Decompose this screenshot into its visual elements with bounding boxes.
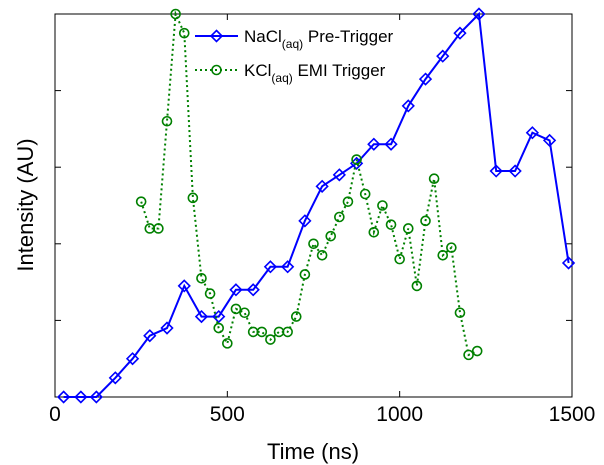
data-point — [377, 200, 388, 211]
ticks: 0 500 1000 1500 — [49, 13, 596, 426]
plot-frame — [54, 13, 573, 398]
data-point — [143, 329, 157, 343]
data-point — [177, 279, 191, 293]
data-point — [401, 99, 415, 113]
data-point — [384, 137, 398, 151]
data-point — [351, 154, 362, 165]
data-point — [281, 260, 295, 274]
data-point — [542, 133, 557, 148]
data-point — [178, 27, 190, 39]
data-point — [418, 72, 433, 86]
data-point — [135, 196, 147, 207]
data-point — [239, 307, 250, 319]
data-point — [229, 283, 243, 297]
data-point — [359, 188, 371, 200]
data-point — [125, 352, 140, 366]
data-point — [298, 214, 312, 228]
legend-label-rest: Pre-Trigger — [303, 27, 393, 46]
data-point — [454, 307, 466, 319]
series-layer — [56, 7, 576, 404]
data-point — [471, 345, 483, 357]
x-tick-label: 0 — [49, 403, 61, 426]
legend-label-main: NaCl — [244, 27, 282, 46]
data-point — [290, 311, 302, 322]
data-point — [437, 249, 449, 261]
data-point — [334, 211, 345, 223]
legend-label: NaCl(aq) Pre-Trigger — [244, 27, 394, 51]
data-point — [222, 338, 233, 349]
data-point — [489, 164, 503, 178]
x-axis-label: Time (ns) — [267, 439, 359, 464]
data-point — [204, 288, 216, 299]
data-point — [263, 260, 278, 274]
legend-label-subscript: (aq) — [282, 37, 303, 51]
data-point — [74, 390, 88, 404]
data-point — [256, 326, 268, 338]
legend-label-rest: EMI Trigger — [293, 61, 386, 80]
data-point — [212, 309, 226, 324]
data-point — [316, 249, 328, 261]
data-point — [196, 272, 207, 284]
legend-label: KCl(aq) EMI Trigger — [244, 61, 386, 85]
data-point — [420, 215, 431, 227]
legend-label-subscript: (aq) — [271, 71, 292, 85]
data-point — [108, 371, 122, 385]
data-point — [153, 223, 164, 234]
data-point — [315, 179, 329, 193]
data-point — [213, 322, 225, 334]
data-point — [428, 173, 440, 184]
data-point — [402, 223, 414, 234]
data-point — [56, 390, 71, 404]
data-point — [211, 64, 222, 76]
data-point — [265, 334, 276, 345]
data-point — [472, 7, 486, 21]
data-point — [325, 230, 337, 242]
data-point — [385, 219, 397, 230]
data-point — [282, 326, 293, 338]
data-point — [170, 8, 181, 20]
data-point — [368, 227, 380, 238]
data-point — [394, 253, 405, 265]
data-point — [160, 321, 174, 335]
series-line — [63, 11, 570, 398]
data-point — [446, 242, 457, 253]
data-point — [89, 390, 103, 404]
data-point — [453, 26, 467, 40]
data-point — [332, 168, 346, 182]
data-point — [209, 29, 224, 43]
y-axis-label: Intensity (AU) — [13, 138, 38, 271]
data-point — [194, 309, 209, 324]
data-point — [161, 115, 173, 127]
legend-label-main: KCl — [244, 61, 271, 80]
data-point — [299, 269, 311, 280]
data-point — [561, 256, 576, 270]
data-point — [246, 283, 260, 297]
x-tick-label: 1000 — [376, 403, 423, 426]
data-point — [463, 349, 474, 361]
data-point — [525, 126, 539, 140]
data-point — [436, 49, 450, 63]
data-point — [230, 303, 242, 315]
data-point — [411, 280, 423, 292]
data-point — [187, 192, 199, 204]
x-tick-label: 1500 — [549, 403, 596, 426]
data-point — [367, 137, 381, 151]
data-point — [342, 196, 354, 207]
data-point — [508, 164, 522, 178]
data-point — [308, 238, 319, 250]
x-tick-label: 500 — [210, 403, 245, 426]
